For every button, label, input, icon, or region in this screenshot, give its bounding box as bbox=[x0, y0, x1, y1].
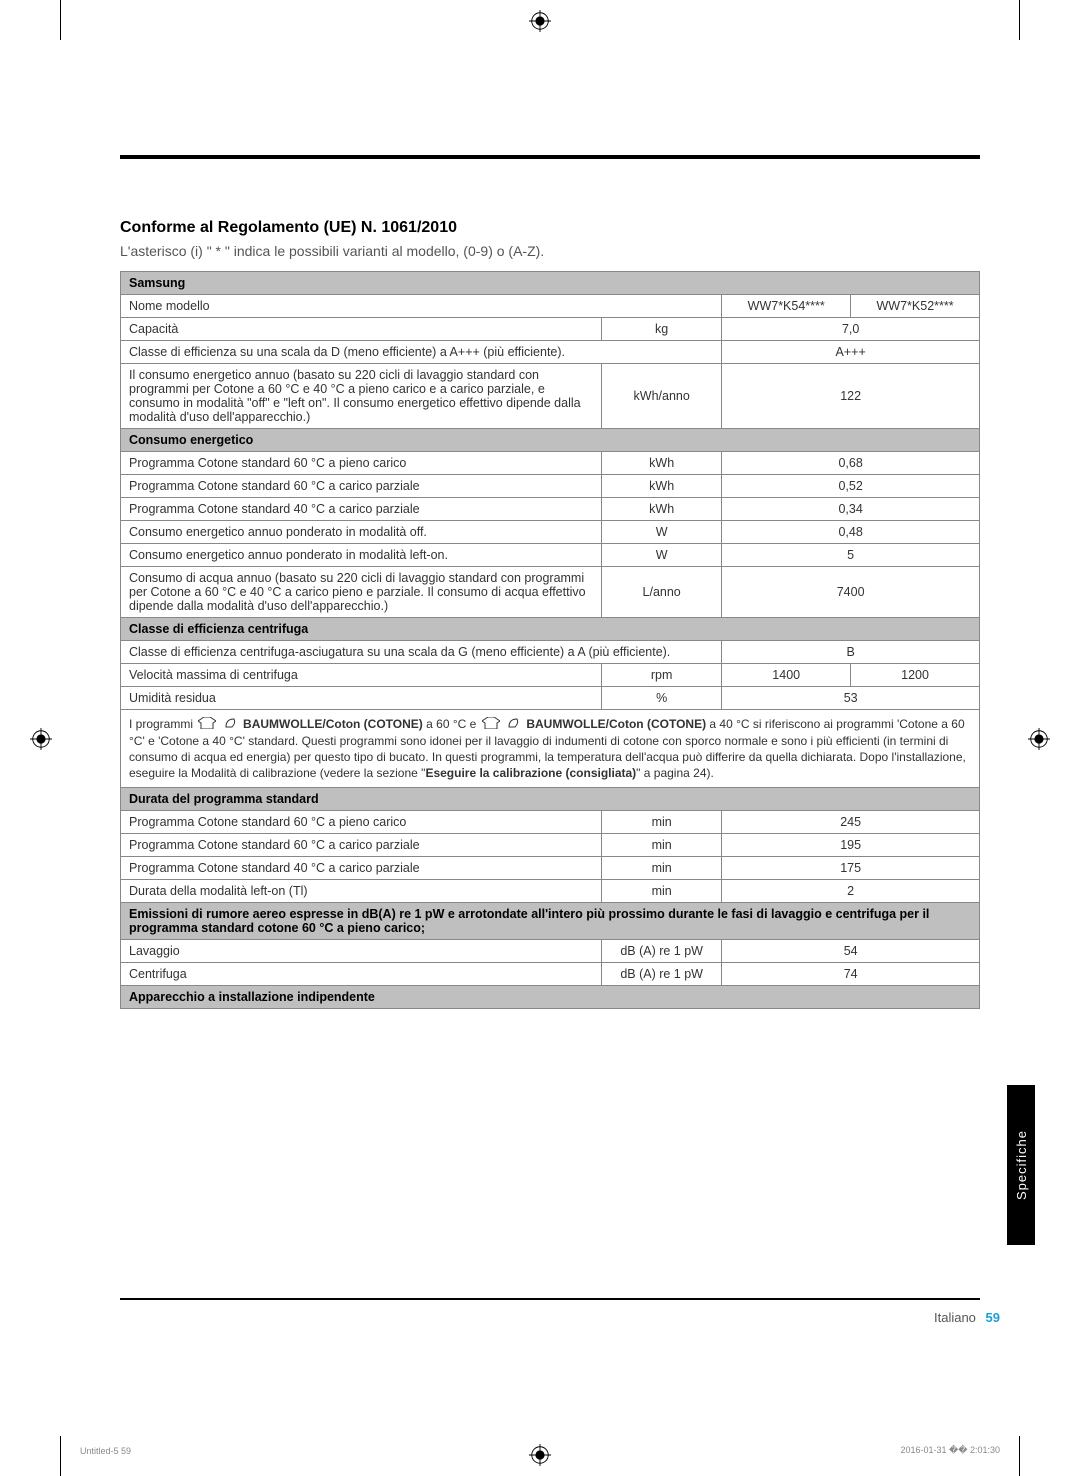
footer-rule bbox=[120, 1298, 980, 1300]
row-label: Programma Cotone standard 40 °C a carico… bbox=[121, 857, 602, 880]
row-unit: min bbox=[602, 880, 722, 903]
row-label: Consumo energetico annuo ponderato in mo… bbox=[121, 544, 602, 567]
page-content: Conforme al Regolamento (UE) N. 1061/201… bbox=[120, 155, 980, 1009]
row-unit: min bbox=[602, 857, 722, 880]
row-label: Programma Cotone standard 60 °C a carico… bbox=[121, 834, 602, 857]
subheader: Durata del programma standard bbox=[121, 788, 980, 811]
row-label: Il consumo energetico annuo (basato su 2… bbox=[121, 364, 602, 429]
row-label: Consumo energetico annuo ponderato in mo… bbox=[121, 521, 602, 544]
row-unit: W bbox=[602, 544, 722, 567]
row-label: Capacità bbox=[121, 318, 602, 341]
page-footer: Italiano 59 bbox=[934, 1310, 1000, 1325]
row-value: 74 bbox=[722, 963, 980, 986]
row-value: B bbox=[722, 641, 980, 664]
row-value: 0,34 bbox=[722, 498, 980, 521]
tshirt-icon bbox=[482, 717, 500, 733]
row-value: 195 bbox=[722, 834, 980, 857]
registration-mark-icon bbox=[30, 728, 52, 750]
row-label: Programma Cotone standard 60 °C a carico… bbox=[121, 475, 602, 498]
row-unit: dB (A) re 1 pW bbox=[602, 963, 722, 986]
brand-header: Samsung bbox=[121, 272, 980, 295]
row-value: 0,52 bbox=[722, 475, 980, 498]
crop-mark bbox=[1019, 0, 1020, 40]
spec-table: Samsung Nome modello WW7*K54**** WW7*K52… bbox=[120, 271, 980, 1009]
row-value: 1400 bbox=[722, 664, 851, 687]
row-value: 53 bbox=[722, 687, 980, 710]
footer-lang: Italiano bbox=[934, 1310, 976, 1325]
side-tab-label: Specifiche bbox=[1014, 1130, 1029, 1200]
row-label: Programma Cotone standard 40 °C a carico… bbox=[121, 498, 602, 521]
row-value: 0,48 bbox=[722, 521, 980, 544]
eco-icon bbox=[507, 717, 521, 733]
section-subtitle: L'asterisco (i) " * " indica le possibil… bbox=[120, 243, 980, 259]
row-label: Consumo di acqua annuo (basato su 220 ci… bbox=[121, 567, 602, 618]
row-value: 7400 bbox=[722, 567, 980, 618]
row-value: WW7*K54**** bbox=[722, 295, 851, 318]
row-unit: kWh/anno bbox=[602, 364, 722, 429]
crop-mark bbox=[60, 1436, 61, 1476]
row-label: Velocità massima di centrifuga bbox=[121, 664, 602, 687]
crop-mark bbox=[1019, 1436, 1020, 1476]
row-label: Classe di efficienza centrifuga-asciugat… bbox=[121, 641, 722, 664]
row-value: 175 bbox=[722, 857, 980, 880]
row-value: 122 bbox=[722, 364, 980, 429]
row-value: A+++ bbox=[722, 341, 980, 364]
row-unit: kWh bbox=[602, 452, 722, 475]
row-value: 245 bbox=[722, 811, 980, 834]
row-unit: kWh bbox=[602, 498, 722, 521]
row-unit: kg bbox=[602, 318, 722, 341]
subheader: Emissioni di rumore aereo espresse in dB… bbox=[121, 903, 980, 940]
row-label: Centrifuga bbox=[121, 963, 602, 986]
registration-mark-icon bbox=[529, 10, 551, 32]
crop-mark bbox=[60, 0, 61, 40]
row-value: 7,0 bbox=[722, 318, 980, 341]
row-label: Lavaggio bbox=[121, 940, 602, 963]
subheader: Classe di efficienza centrifuga bbox=[121, 618, 980, 641]
registration-mark-icon bbox=[1028, 728, 1050, 750]
subheader: Consumo energetico bbox=[121, 429, 980, 452]
section-title: Conforme al Regolamento (UE) N. 1061/201… bbox=[120, 219, 980, 237]
row-label: Durata della modalità left-on (Tl) bbox=[121, 880, 602, 903]
print-meta-left: Untitled-5 59 bbox=[80, 1446, 131, 1456]
row-label: Programma Cotone standard 60 °C a pieno … bbox=[121, 811, 602, 834]
row-value: 0,68 bbox=[722, 452, 980, 475]
top-rule bbox=[120, 155, 980, 159]
row-unit: min bbox=[602, 834, 722, 857]
footer-page: 59 bbox=[986, 1310, 1000, 1325]
row-unit: dB (A) re 1 pW bbox=[602, 940, 722, 963]
row-unit: % bbox=[602, 687, 722, 710]
eco-icon bbox=[224, 717, 238, 733]
row-unit: L/anno bbox=[602, 567, 722, 618]
row-value: 1200 bbox=[851, 664, 980, 687]
registration-mark-icon bbox=[529, 1444, 551, 1466]
row-value: 54 bbox=[722, 940, 980, 963]
subheader: Apparecchio a installazione indipendente bbox=[121, 986, 980, 1009]
row-label: Umidità residua bbox=[121, 687, 602, 710]
side-tab: Specifiche bbox=[1007, 1085, 1035, 1245]
programmi-note: I programmi BAUMWOLLE/Coton (COTONE) a 6… bbox=[121, 710, 980, 788]
row-unit: kWh bbox=[602, 475, 722, 498]
row-label: Programma Cotone standard 60 °C a pieno … bbox=[121, 452, 602, 475]
row-unit: W bbox=[602, 521, 722, 544]
row-label: Classe di efficienza su una scala da D (… bbox=[121, 341, 722, 364]
row-unit: rpm bbox=[602, 664, 722, 687]
row-unit: min bbox=[602, 811, 722, 834]
row-value: WW7*K52**** bbox=[851, 295, 980, 318]
print-meta-right: 2016-01-31 �� 2:01:30 bbox=[900, 1445, 1000, 1456]
row-label: Nome modello bbox=[121, 295, 722, 318]
row-value: 2 bbox=[722, 880, 980, 903]
row-value: 5 bbox=[722, 544, 980, 567]
tshirt-icon bbox=[198, 717, 216, 733]
